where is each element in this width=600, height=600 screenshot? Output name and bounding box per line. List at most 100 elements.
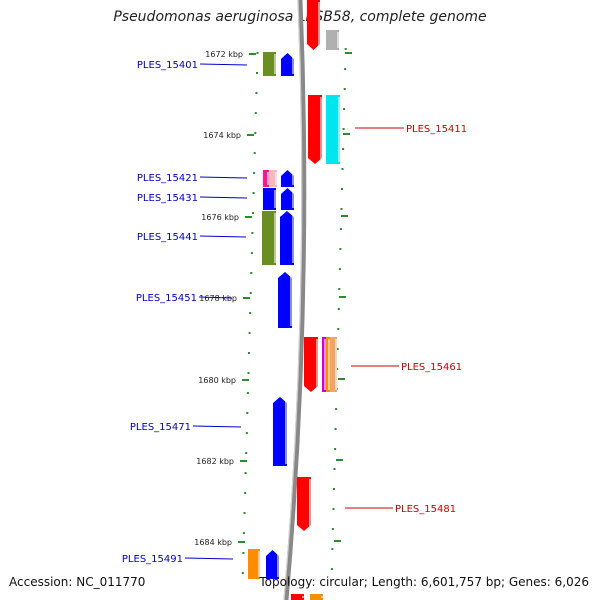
left-gene-label: PLES_15491 bbox=[122, 554, 183, 565]
gene-ples-15401 bbox=[263, 52, 276, 76]
scale-dot-left bbox=[253, 172, 256, 174]
gene-ples-15411 bbox=[308, 95, 322, 164]
scale-dot-right bbox=[334, 448, 337, 450]
scale-label: 1682 kbp bbox=[196, 457, 234, 466]
scale-dot-left bbox=[247, 372, 250, 374]
gene-ples-15491-cds bbox=[266, 550, 279, 579]
scale-tick bbox=[343, 133, 350, 135]
scale-dot-right bbox=[338, 288, 341, 290]
scale-dot-right bbox=[343, 108, 346, 110]
left-leader-line bbox=[192, 425, 242, 428]
gene-red-bottom bbox=[291, 594, 304, 600]
scale-dot-right bbox=[339, 228, 342, 230]
gene-ples-15431-left bbox=[263, 188, 276, 210]
scale-dot-right bbox=[342, 148, 345, 150]
scale-dot-right bbox=[343, 88, 346, 90]
scale-tick bbox=[345, 52, 352, 54]
scale-dot-left bbox=[245, 432, 248, 434]
scale-dot-right bbox=[338, 268, 341, 270]
left-gene-label: PLES_15401 bbox=[137, 60, 198, 71]
gene-ples-15401-cds-shade bbox=[292, 55, 294, 74]
left-leader-line bbox=[199, 196, 248, 199]
gene-ples-15411-pair bbox=[326, 95, 340, 164]
right-gene-label: PLES_15411 bbox=[406, 124, 467, 135]
gene-ples-15481-shade bbox=[309, 479, 311, 529]
scale-dot-left bbox=[244, 472, 247, 474]
gene-ples-15411-shade bbox=[320, 97, 322, 162]
gene-ples-15441-cds bbox=[280, 211, 294, 265]
scale-dot-right bbox=[336, 368, 339, 370]
gene-red-bottom-shade bbox=[302, 596, 304, 598]
scale-tick bbox=[240, 460, 247, 462]
scale-dot-left bbox=[249, 292, 252, 294]
gene-ples-15441 bbox=[262, 211, 276, 265]
scale-tick bbox=[245, 216, 252, 218]
scale-dot-left bbox=[249, 312, 252, 314]
scale-dot-right bbox=[331, 548, 334, 550]
scale-tick bbox=[249, 53, 256, 55]
scale-dot-left bbox=[244, 492, 247, 494]
accession-text: Accession: NC_011770 bbox=[9, 575, 146, 589]
scale-dot-left bbox=[252, 212, 254, 214]
scale-label: 1674 kbp bbox=[203, 131, 241, 140]
scale-tick bbox=[238, 541, 245, 543]
scale-dot-left bbox=[254, 112, 257, 114]
gene-ples-15461-seg3-shade bbox=[335, 339, 337, 390]
gene-ples-15431-left-shade bbox=[274, 190, 276, 208]
scale-dot-right bbox=[339, 248, 342, 250]
scale-dot-right bbox=[333, 488, 335, 490]
left-leader-line bbox=[199, 235, 247, 238]
gene-ples-15421-shade bbox=[292, 172, 294, 185]
scale-dot-right bbox=[336, 348, 339, 350]
scale-label: 1680 kbp bbox=[198, 376, 236, 385]
scale-dot-left bbox=[250, 252, 253, 254]
right-gene-label: PLES_15481 bbox=[395, 504, 456, 515]
scale-label: 1672 kbp bbox=[205, 50, 243, 59]
scale-tick bbox=[338, 378, 345, 380]
scale-dot-right bbox=[337, 328, 340, 330]
gene-ples-15441-shade bbox=[274, 213, 276, 263]
gene-ples-15431 bbox=[281, 188, 294, 210]
gene-ples-15481 bbox=[297, 477, 311, 531]
scale-dot-left bbox=[248, 352, 250, 354]
scale-dot-left bbox=[245, 452, 248, 454]
gene-ples-15401-cds bbox=[281, 53, 294, 76]
scale-dot-left bbox=[255, 92, 258, 94]
gene-gray-top bbox=[326, 30, 339, 50]
scale-dot-right bbox=[335, 408, 338, 410]
scale-dot-left bbox=[246, 412, 249, 414]
gene-gray-top-shade bbox=[337, 32, 339, 48]
gene-ples-15451 bbox=[278, 272, 292, 328]
scale-dot-left bbox=[251, 232, 254, 234]
gene-orange-bottom-shade bbox=[321, 596, 323, 598]
scale-label: 1678 kbp bbox=[199, 294, 237, 303]
gene-ples-15401-shade bbox=[274, 54, 276, 74]
genome-backbone-highlight bbox=[283, 0, 303, 600]
scale-dot-right bbox=[334, 428, 337, 430]
scale-dot-right bbox=[344, 68, 347, 70]
scale-tick bbox=[242, 379, 249, 381]
gene-ples-15471-shade bbox=[285, 399, 287, 464]
scale-dot-left bbox=[253, 152, 256, 154]
scale-dot-right bbox=[330, 568, 333, 570]
left-gene-label: PLES_15421 bbox=[137, 173, 198, 184]
scale-dot-left bbox=[241, 572, 244, 574]
right-gene-label: PLES_15461 bbox=[401, 362, 462, 373]
gene-ples-15491 bbox=[248, 549, 260, 579]
scale-dot-left bbox=[252, 192, 255, 194]
scale-tick bbox=[339, 296, 346, 298]
scale-dot-right bbox=[341, 168, 344, 170]
scale-tick bbox=[336, 459, 343, 461]
left-gene-label: PLES_15451 bbox=[136, 293, 197, 304]
genome-backbone bbox=[283, 0, 307, 600]
gene-ples-15421-seg2-shade bbox=[275, 172, 277, 185]
left-leader-line bbox=[198, 296, 233, 299]
gene-ples-15461-seg2-shade bbox=[328, 339, 330, 390]
gene-ples-15421 bbox=[281, 170, 294, 187]
gene-ples-15451-shade bbox=[290, 274, 292, 326]
scale-dot-left bbox=[250, 272, 253, 274]
scale-dot-left bbox=[243, 512, 246, 514]
gene-ples-15461-seg1-shade bbox=[324, 339, 326, 390]
